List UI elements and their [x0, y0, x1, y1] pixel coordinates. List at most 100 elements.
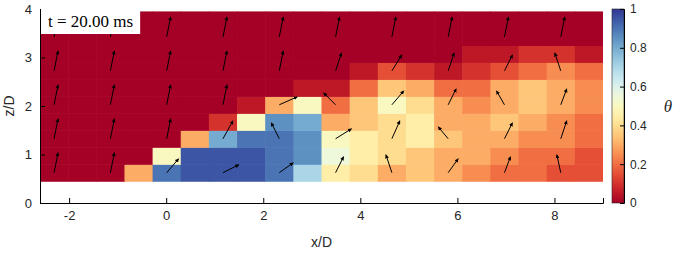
heatmap-cell [547, 62, 576, 80]
heatmap-cell [434, 130, 463, 148]
heatmap-cell [575, 28, 603, 46]
heatmap-cell [293, 96, 322, 114]
heatmap-cell [265, 147, 294, 165]
heatmap-cell [293, 79, 322, 97]
heatmap-cell [406, 45, 435, 63]
heatmap-cell [68, 79, 97, 97]
heatmap-cell [237, 45, 266, 63]
y-axis-title: z/D [1, 96, 17, 117]
chart-container: -20246801234x/Dz/Dt = 20.00 ms00.20.40.6… [0, 0, 685, 254]
heatmap-cell [153, 164, 182, 182]
heatmap-cell [462, 147, 491, 165]
velocity-vector [504, 157, 510, 173]
heatmap-cell [490, 113, 519, 131]
heatmap-cell [96, 96, 125, 114]
heatmap-cell [322, 79, 351, 97]
y-tick: 0 [25, 196, 45, 211]
heatmap-cell [181, 62, 210, 80]
heatmap-cell [40, 79, 69, 97]
heatmap-cell [462, 130, 491, 148]
heatmap-cell [490, 130, 519, 148]
colorbar-tick: 0.4 [620, 119, 647, 133]
heatmap-cell [519, 45, 548, 63]
heatmap-cell [68, 147, 97, 165]
heatmap-cell [209, 130, 238, 148]
velocity-vector [448, 17, 452, 37]
heatmap-cell [547, 45, 576, 63]
heatmap-cell [462, 62, 491, 80]
heatmap-cell [575, 147, 603, 165]
velocity-vector [392, 17, 396, 37]
velocity-vector [223, 17, 227, 37]
heatmap-cell [68, 96, 97, 114]
heatmap-cell [547, 164, 576, 182]
velocity-vector [167, 17, 171, 37]
heatmap-cell [293, 130, 322, 148]
heatmap-cell [181, 79, 210, 97]
heatmap-cell [237, 113, 266, 131]
heatmap-cell [68, 164, 97, 182]
heatmap-cell [68, 130, 97, 148]
heatmap-cell [237, 62, 266, 80]
colorbar-tick: 0 [620, 196, 637, 210]
heatmap-cell [519, 147, 548, 165]
heatmap-cell [181, 28, 210, 46]
heatmap-cell [575, 79, 603, 97]
heatmap-cell [406, 79, 435, 97]
x-tick-mark [360, 198, 361, 203]
heatmap-cell [490, 28, 519, 46]
heatmap-cell [490, 79, 519, 97]
colorbar-tick: 1 [620, 2, 637, 16]
colorbar-tick-mark [620, 9, 624, 10]
x-tick-mark [554, 198, 555, 203]
heatmap-cell [406, 11, 435, 29]
heatmap-cell [575, 113, 603, 131]
y-tick-label: 3 [25, 50, 32, 65]
colorbar [612, 9, 624, 203]
heatmap-cell [209, 45, 238, 63]
velocity-vector [324, 93, 336, 105]
heatmap-cell [181, 130, 210, 148]
x-axis: -202468 [41, 198, 604, 223]
heatmap-cell [153, 28, 182, 46]
heatmap-cell [68, 62, 97, 80]
heatmap-cell [519, 79, 548, 97]
heatmap-cell [519, 164, 548, 182]
heatmap-cell [181, 96, 210, 114]
velocity-vector [167, 85, 171, 105]
colorbar-axis: 00.20.40.60.81 [620, 2, 647, 210]
velocity-vector [336, 129, 352, 139]
heatmap-cell [293, 62, 322, 80]
heatmap-cell [575, 164, 603, 182]
velocity-vector [448, 159, 458, 173]
colorbar-tick-mark [620, 203, 624, 204]
x-tick-mark [263, 198, 264, 203]
heatmap-cell [575, 45, 603, 63]
heatmap-cell [434, 62, 463, 80]
velocity-vector [561, 17, 565, 37]
colorbar-tick-label: 0.8 [630, 41, 647, 55]
heatmap-cell [378, 62, 407, 80]
heatmap-cell [124, 113, 153, 131]
heatmap-cell [237, 79, 266, 97]
heatmap-cell [153, 62, 182, 80]
x-tick-label: 0 [163, 208, 170, 223]
x-tick-label: 2 [260, 208, 267, 223]
velocity-vector [271, 123, 279, 139]
heatmap-cell [350, 45, 379, 63]
velocity-vector [279, 163, 293, 173]
heatmap-cell [237, 130, 266, 148]
heatmap-cell [153, 11, 182, 29]
heatmap-cell [547, 96, 576, 114]
heatmap-cell [547, 11, 576, 29]
velocity-vector [336, 53, 342, 71]
x-axis-title: x/D [311, 234, 332, 250]
heatmap-cell [209, 113, 238, 131]
heatmap-cell [153, 147, 182, 165]
heatmap-cell [265, 130, 294, 148]
heatmap-cell [519, 113, 548, 131]
heatmap-cell [265, 79, 294, 97]
velocity-vector [223, 85, 227, 105]
annotation-box [41, 3, 140, 34]
heatmap-cell [40, 96, 69, 114]
